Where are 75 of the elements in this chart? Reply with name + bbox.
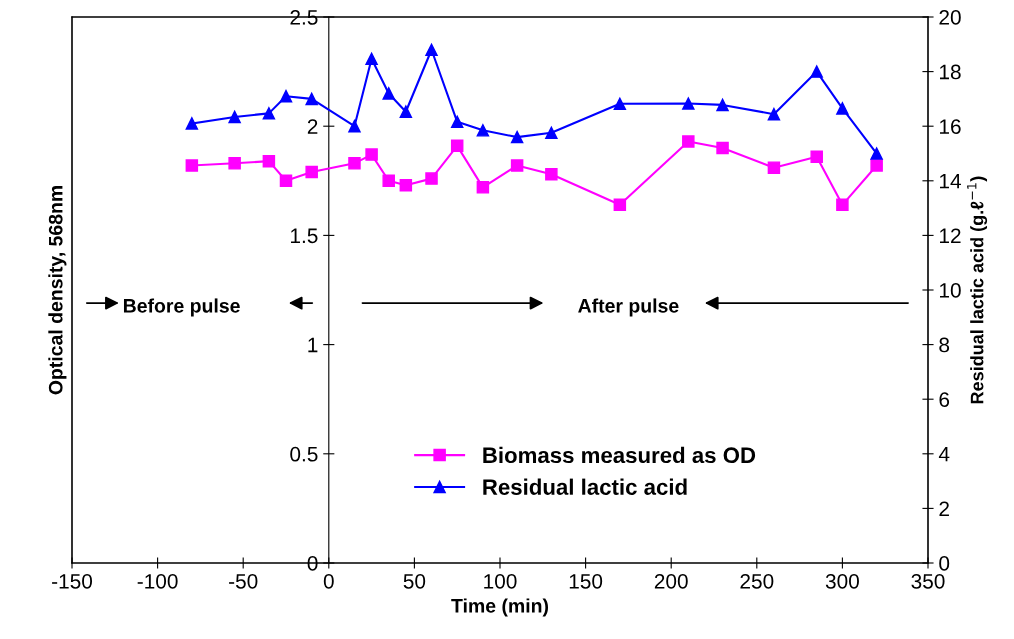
y-axis-title: Optical density, 568nm <box>48 186 67 395</box>
x-tick-label: 200 <box>654 573 688 589</box>
point <box>836 198 849 212</box>
point <box>279 174 293 188</box>
point <box>399 178 413 192</box>
y2-tick-label: 12 <box>940 228 961 243</box>
point <box>365 148 378 161</box>
point <box>767 107 781 121</box>
point <box>305 92 318 106</box>
x-tick-label: -100 <box>137 573 178 589</box>
point <box>365 52 378 66</box>
point <box>450 115 464 129</box>
y2-tick-label: 0 <box>939 556 950 571</box>
point <box>348 119 361 133</box>
x-tick-label: 300 <box>825 573 859 589</box>
point <box>810 65 823 78</box>
point <box>279 89 293 103</box>
point <box>545 167 558 181</box>
point <box>476 181 490 194</box>
y2-tick-label: 10 <box>940 283 961 298</box>
y2-tick-label: 6 <box>939 392 950 407</box>
x-tick-label: 0 <box>323 573 334 589</box>
point <box>870 159 883 172</box>
point <box>425 43 438 57</box>
y2-axis-title: Residual lactic acid (g.ℓ$^{−1}$) <box>967 176 988 404</box>
x-tick-label: 100 <box>484 573 517 589</box>
y-tick-label: 1.5 <box>291 228 318 244</box>
point <box>185 159 199 172</box>
annotation: Before pulse <box>123 298 240 317</box>
y-tick-label: 2 <box>307 119 318 134</box>
point <box>305 165 318 179</box>
legend-label: Biomass measured as OD <box>483 446 756 464</box>
y2-tick-label: 8 <box>939 337 950 353</box>
point <box>613 97 627 111</box>
y-tick-label: 1 <box>308 337 318 353</box>
point <box>450 139 464 153</box>
point <box>510 130 524 144</box>
legend-label: Residual lactic acid <box>483 478 687 495</box>
point <box>682 97 695 110</box>
y2-tick-label: 18 <box>940 64 961 80</box>
y2-tick-label: 20 <box>939 10 961 25</box>
x-tick-label: 350 <box>911 573 945 589</box>
x-axis-title: Time (min) <box>451 598 549 617</box>
x-tick-label: 50 <box>403 573 426 589</box>
x-tick-label: 250 <box>740 573 774 589</box>
point <box>399 105 413 118</box>
y2-tick-label: 2 <box>939 501 949 516</box>
point <box>810 150 823 164</box>
point <box>767 161 781 174</box>
point <box>382 87 395 100</box>
y2-tick-label: 4 <box>938 447 950 462</box>
point <box>476 124 490 137</box>
y2-tick-label: 14 <box>940 174 961 189</box>
point <box>425 172 438 185</box>
point <box>613 198 627 212</box>
x-tick-label: 150 <box>569 573 603 589</box>
point <box>870 147 883 160</box>
x-tick-label: -150 <box>52 573 93 589</box>
y2-tick-label: 16 <box>940 119 961 134</box>
point <box>716 98 729 112</box>
point <box>228 157 241 170</box>
point <box>836 102 849 115</box>
y-tick-label: 0.5 <box>290 446 318 462</box>
point <box>682 135 695 148</box>
point <box>185 117 199 130</box>
point <box>510 159 524 172</box>
annotation: After pulse <box>578 298 679 317</box>
point <box>262 107 276 120</box>
point <box>545 126 558 140</box>
x-tick-label: -50 <box>229 573 258 589</box>
point <box>228 110 241 124</box>
point <box>716 141 729 155</box>
point <box>262 154 276 168</box>
point <box>348 157 361 170</box>
point <box>382 174 395 188</box>
